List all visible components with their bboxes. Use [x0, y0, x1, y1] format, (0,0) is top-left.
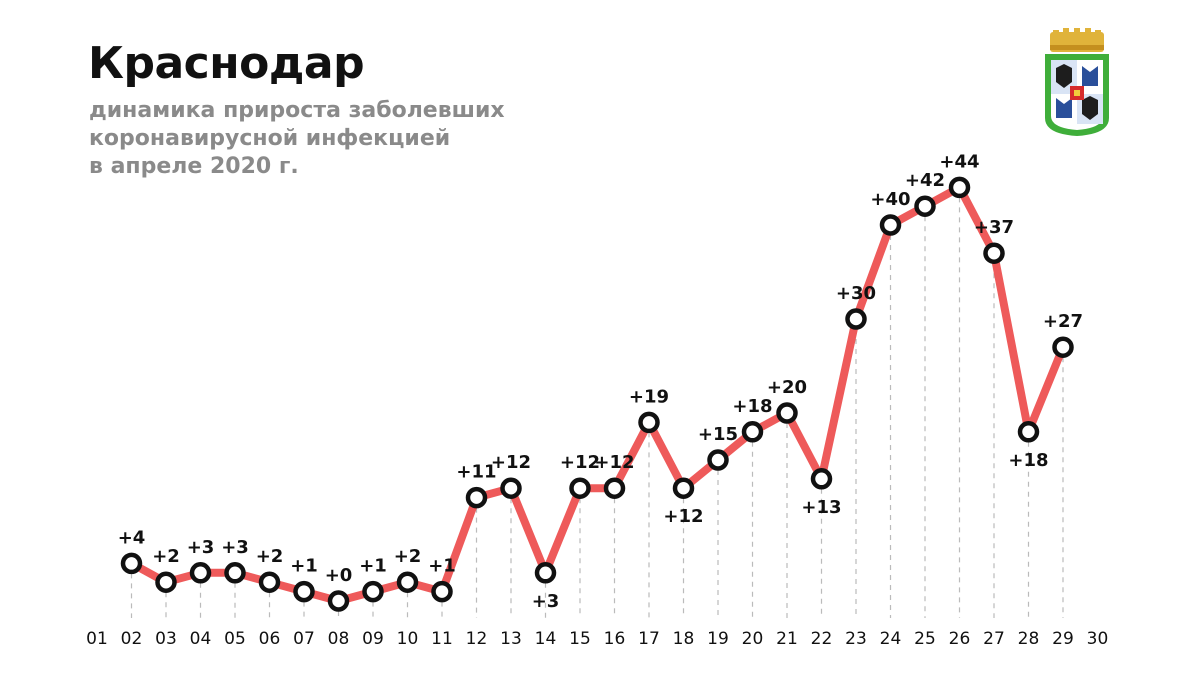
data-point [1017, 421, 1040, 443]
data-point [707, 449, 729, 471]
data-label: +40 [870, 189, 910, 210]
subtitle-line-1: динамика прироста заболевших [89, 98, 505, 123]
data-label: +3 [221, 537, 249, 558]
data-point [189, 562, 212, 584]
data-label: +1 [359, 556, 387, 577]
point-layer [120, 176, 1074, 612]
line-layer [127, 183, 1067, 605]
x-tick-label: 08 [328, 629, 350, 649]
x-tick-label: 14 [535, 629, 557, 649]
x-tick-label: 04 [190, 629, 212, 649]
data-label: +18 [732, 396, 772, 417]
data-point [120, 552, 143, 575]
data-point [845, 308, 867, 330]
x-tick-label: 26 [949, 629, 971, 649]
x-tick-label: 19 [707, 629, 729, 649]
tick-layer: 01 02 03 04 05 06 07 08 09 10 11 12 13 14 15 16 17 18 19 20… [86, 629, 1108, 649]
data-point [638, 411, 660, 434]
subtitle-line-3: в апреле 2020 г. [89, 154, 299, 179]
subtitle-line-2: коронавирусной инфекцией [89, 126, 451, 151]
data-point [396, 571, 419, 593]
data-label: +4 [118, 527, 146, 548]
data-point [983, 242, 1005, 264]
data-label: +37 [974, 217, 1014, 238]
data-label: +42 [905, 170, 945, 191]
x-tick-label: 12 [466, 629, 488, 649]
x-tick-label: 21 [776, 629, 798, 649]
x-tick-label: 29 [1052, 629, 1074, 649]
x-tick-label: 28 [1018, 629, 1040, 649]
data-label: +1 [428, 556, 456, 577]
data-label: +13 [801, 497, 841, 518]
x-tick-label: 23 [845, 629, 867, 649]
label-layer: +4+2 +3 +3 +2 +1 +0 +1 +2 +1+11+12+3+12+12+19+12… [118, 151, 1083, 611]
data-label: +0 [325, 565, 353, 586]
data-point [914, 195, 936, 217]
data-label: +1 [290, 556, 318, 577]
x-tick-label: 17 [638, 629, 660, 649]
data-point [534, 562, 557, 584]
x-tick-label: 30 [1087, 629, 1109, 649]
data-label: +2 [394, 546, 422, 567]
data-point [1052, 336, 1074, 358]
data-point [672, 477, 695, 499]
data-label: +2 [152, 546, 180, 567]
subtitle: динамика прироста заболевших коронавирус… [89, 97, 609, 181]
page-title: Краснодар [88, 38, 365, 89]
data-point [327, 590, 350, 612]
data-label: +15 [698, 424, 738, 445]
x-tick-label: 13 [500, 629, 522, 649]
x-tick-label: 27 [983, 629, 1005, 649]
data-point [879, 214, 902, 236]
data-label: +12 [560, 452, 600, 473]
data-point [810, 468, 833, 490]
x-tick-label: 18 [673, 629, 695, 649]
x-tick-label: 10 [397, 629, 419, 649]
data-label: +3 [532, 591, 560, 612]
x-tick-label: 24 [880, 629, 902, 649]
data-point [500, 477, 522, 499]
data-point [603, 477, 626, 499]
data-point [948, 176, 971, 199]
data-label: +19 [629, 386, 669, 407]
data-point [465, 486, 488, 509]
data-point [293, 580, 315, 603]
data-point [224, 562, 246, 584]
coat-of-arms-icon [1045, 28, 1109, 136]
data-point [431, 580, 453, 603]
x-tick-label: 20 [742, 629, 764, 649]
x-tick-label: 25 [914, 629, 936, 649]
data-point [569, 477, 591, 499]
x-tick-label: 05 [224, 629, 246, 649]
data-label: +11 [456, 462, 496, 483]
grid-layer [130, 197, 1064, 618]
x-tick-label: 03 [155, 629, 177, 649]
x-tick-label: 16 [604, 629, 626, 649]
data-point [155, 571, 177, 593]
data-label: +27 [1043, 311, 1083, 332]
data-point [258, 571, 281, 593]
x-tick-label: 02 [121, 629, 143, 649]
x-tick-label: 22 [811, 629, 833, 649]
data-label: +20 [767, 377, 807, 398]
data-label: +3 [187, 537, 215, 558]
data-label: +12 [594, 452, 634, 473]
data-label: +30 [836, 283, 876, 304]
x-tick-label: 06 [259, 629, 281, 649]
x-tick-label: 15 [569, 629, 591, 649]
data-point [776, 402, 798, 424]
data-label: +12 [663, 506, 703, 527]
data-label: +12 [491, 452, 531, 473]
data-point [741, 421, 764, 443]
x-tick-label: 01 [86, 629, 108, 649]
x-tick-label: 11 [431, 629, 453, 649]
series-line [127, 183, 1067, 605]
data-point [362, 580, 384, 603]
data-label: +44 [939, 151, 979, 172]
data-label: +18 [1008, 450, 1048, 471]
x-tick-label: 09 [362, 629, 384, 649]
x-tick-label: 07 [293, 629, 315, 649]
data-label: +2 [256, 546, 284, 567]
